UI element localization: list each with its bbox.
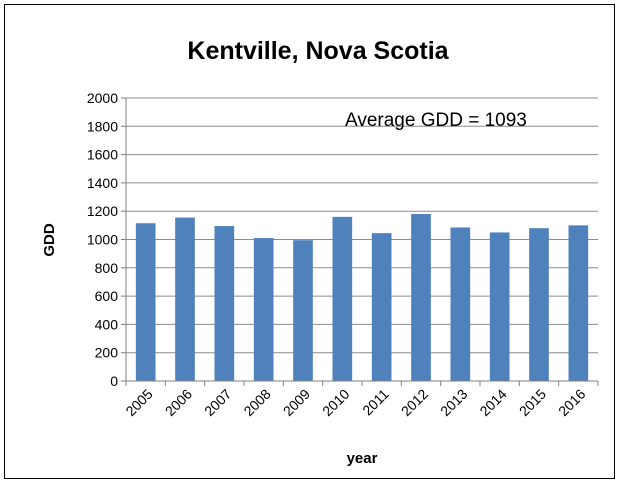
x-tick-label: 2006 (162, 386, 195, 419)
x-tick-label: 2016 (555, 386, 588, 419)
y-tick-label: 1200 (87, 203, 118, 219)
bar-2010 (332, 216, 353, 381)
gridlines (126, 97, 598, 354)
x-tick-label: 2015 (516, 386, 549, 419)
bar-2005 (135, 223, 156, 381)
x-tick-label: 2007 (201, 386, 234, 419)
x-tick-label: 2013 (437, 386, 470, 419)
x-tick-label: 2014 (476, 386, 509, 419)
bar-2012 (411, 214, 431, 381)
y-tick-label: 800 (95, 260, 119, 276)
bar-2009 (293, 240, 313, 381)
y-tick-label: 1600 (87, 147, 118, 163)
x-tick-label: 2010 (319, 386, 352, 419)
bar-2007 (214, 226, 235, 381)
bar-2008 (253, 238, 274, 381)
average-gdd-annotation: Average GDD = 1093 (345, 110, 527, 131)
y-tick-label: 200 (95, 345, 119, 361)
y-tick-label: 1800 (87, 118, 118, 134)
bar-2016 (568, 225, 589, 381)
chart-title: Kentville, Nova Scotia (187, 37, 449, 65)
y-tick-label: 1400 (87, 175, 118, 191)
bar-2006 (175, 217, 195, 381)
bars (135, 214, 589, 381)
x-tick-label: 2012 (398, 386, 431, 419)
bar-2015 (529, 228, 549, 381)
x-tick-label: 2008 (240, 386, 273, 419)
x-tick-label: 2011 (359, 386, 392, 419)
bar-2011 (371, 233, 392, 381)
y-tick-label: 400 (95, 316, 119, 332)
x-tick-label: 2005 (122, 386, 155, 419)
y-tick-label: 1000 (87, 232, 118, 248)
x-axis-ticks: 2005 2006 2007 2008 2009 2010 2011 2012 2013 2014… (122, 381, 599, 419)
y-axis-label: GDD (41, 223, 58, 257)
y-tick-label: 0 (110, 373, 118, 389)
x-tick-label: 2009 (280, 386, 313, 419)
y-axis-ticks: 0 200 400 600 800 1000 1200 1400 1600 1800 2000 (87, 90, 126, 389)
bar-2013 (450, 227, 471, 381)
y-tick-label: 2000 (87, 90, 118, 106)
bar-2014 (489, 232, 510, 381)
y-tick-label: 600 (95, 288, 119, 304)
x-axis-label: year (347, 450, 378, 467)
